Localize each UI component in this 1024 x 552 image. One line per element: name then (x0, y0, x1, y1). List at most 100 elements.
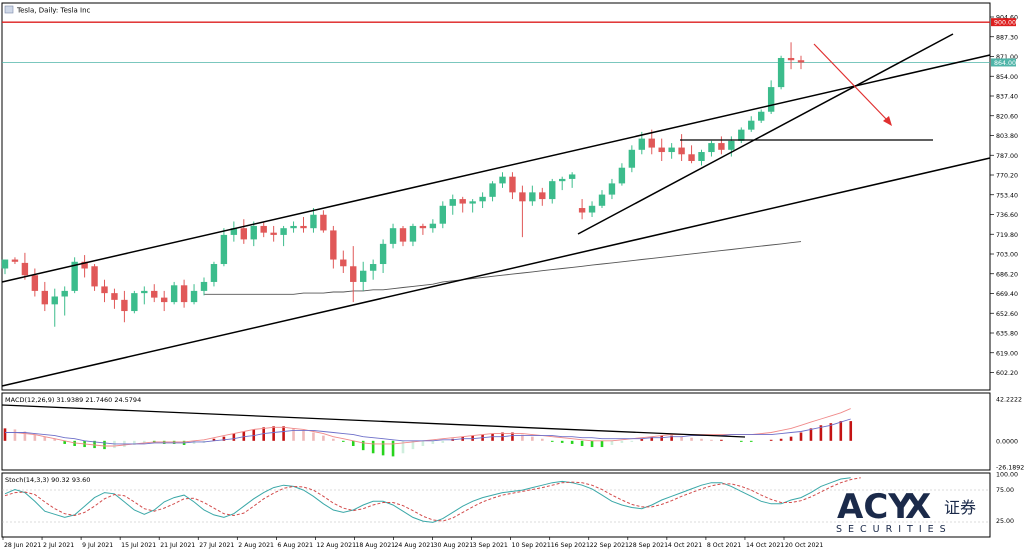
candle (161, 290, 168, 312)
candle (519, 185, 526, 238)
candle-body (718, 143, 725, 150)
macd-label: MACD(12,26,9) 31.9389 21.7460 24.5794 (5, 396, 141, 404)
candle (449, 194, 456, 215)
x-axis-label: 8 Oct 2021 (707, 542, 741, 549)
candle-body (81, 261, 88, 269)
candle-body (41, 290, 48, 305)
x-axis-label: 12 Aug 2021 (316, 542, 356, 549)
candle-body (280, 228, 287, 235)
candle (379, 239, 387, 273)
candle-body (320, 214, 327, 231)
candle (310, 208, 317, 233)
candle-body (1, 259, 9, 269)
candle (260, 221, 267, 238)
trendlines[interactable] (1, 33, 991, 387)
candle-body (499, 176, 506, 184)
candle-body (131, 293, 138, 312)
candle-body (638, 138, 645, 150)
candle-body (678, 147, 685, 155)
stoch-k-line (4, 477, 851, 523)
y-axis-label: 837.40 (996, 94, 1018, 101)
candle (429, 219, 437, 233)
channel-lower-line[interactable] (1, 157, 991, 387)
logo-cn-text: 证券 (944, 498, 976, 517)
candle (439, 201, 446, 229)
candle-body (220, 234, 228, 265)
candle-body (161, 297, 168, 303)
y-axis-label: 904.60 (996, 15, 1018, 22)
candle-body (708, 143, 715, 153)
candle-body (648, 138, 655, 148)
candle-body (360, 270, 367, 282)
candle (678, 134, 685, 162)
stoch-d-line (4, 477, 861, 522)
candle (628, 145, 636, 173)
candle-body (539, 192, 546, 200)
candle (608, 178, 616, 200)
stoch-panel-frame (1, 472, 991, 538)
candle-body (738, 129, 745, 141)
channel-upper-line[interactable] (1, 54, 991, 283)
candle (91, 264, 98, 291)
candle-body (529, 192, 536, 202)
candle (180, 279, 188, 308)
current-price-tag-text: 864.00 (994, 60, 1016, 67)
candle (648, 129, 655, 155)
candle-body (11, 259, 19, 262)
candle (738, 127, 745, 144)
candle-body (51, 296, 58, 305)
y-axis-label: 770.20 (996, 173, 1018, 180)
y-axis-label: 887.30 (996, 34, 1018, 41)
candle (618, 163, 626, 186)
stoch-axis-label: 100.00 (996, 472, 1018, 479)
candle-body (409, 225, 417, 242)
resistance-price-tag-text: 900.00 (994, 20, 1016, 27)
candle (708, 140, 715, 157)
candle-body (310, 214, 317, 229)
candle (131, 290, 138, 314)
candle (320, 210, 327, 233)
candle-body (777, 57, 785, 88)
support-trendline[interactable] (577, 33, 954, 235)
candle-body (618, 167, 626, 184)
down-arrow-head (883, 116, 892, 126)
x-axis-label: 15 Jul 2021 (121, 542, 156, 549)
candle-body (190, 290, 198, 303)
candle (290, 221, 297, 233)
candle-body (31, 275, 39, 291)
macd-divergence-line[interactable] (1, 404, 746, 438)
candle (1, 259, 9, 275)
y-axis-label: 854.00 (996, 74, 1018, 81)
candle-body (21, 262, 29, 276)
candle (121, 290, 128, 323)
candle (300, 216, 307, 233)
candle-body (588, 205, 596, 213)
candle (509, 172, 516, 200)
candle-body (369, 264, 377, 271)
candle-body (170, 285, 178, 303)
candle (71, 257, 78, 294)
candle-body (180, 285, 188, 303)
candle-body (748, 120, 755, 130)
candle-body (210, 264, 218, 282)
candle (280, 225, 287, 247)
x-axis-label: 16 Sep 2021 (551, 542, 590, 549)
x-axis-label: 14 Oct 2021 (746, 542, 784, 549)
candle-body (389, 228, 397, 244)
candle-body (797, 60, 805, 63)
candle (220, 228, 228, 267)
candle (459, 196, 466, 213)
candle (11, 257, 19, 265)
candle (419, 223, 427, 235)
candle-body (340, 259, 347, 267)
x-axis-label: 9 Jul 2021 (82, 542, 113, 549)
candle (330, 225, 337, 269)
candle (51, 288, 58, 327)
down-arrow-shaft[interactable] (813, 43, 889, 122)
logo-x-mark: X (905, 487, 931, 527)
candle (41, 281, 48, 312)
candle-body (111, 293, 118, 300)
candle (688, 145, 695, 164)
candle (409, 223, 417, 247)
candle (151, 284, 158, 303)
